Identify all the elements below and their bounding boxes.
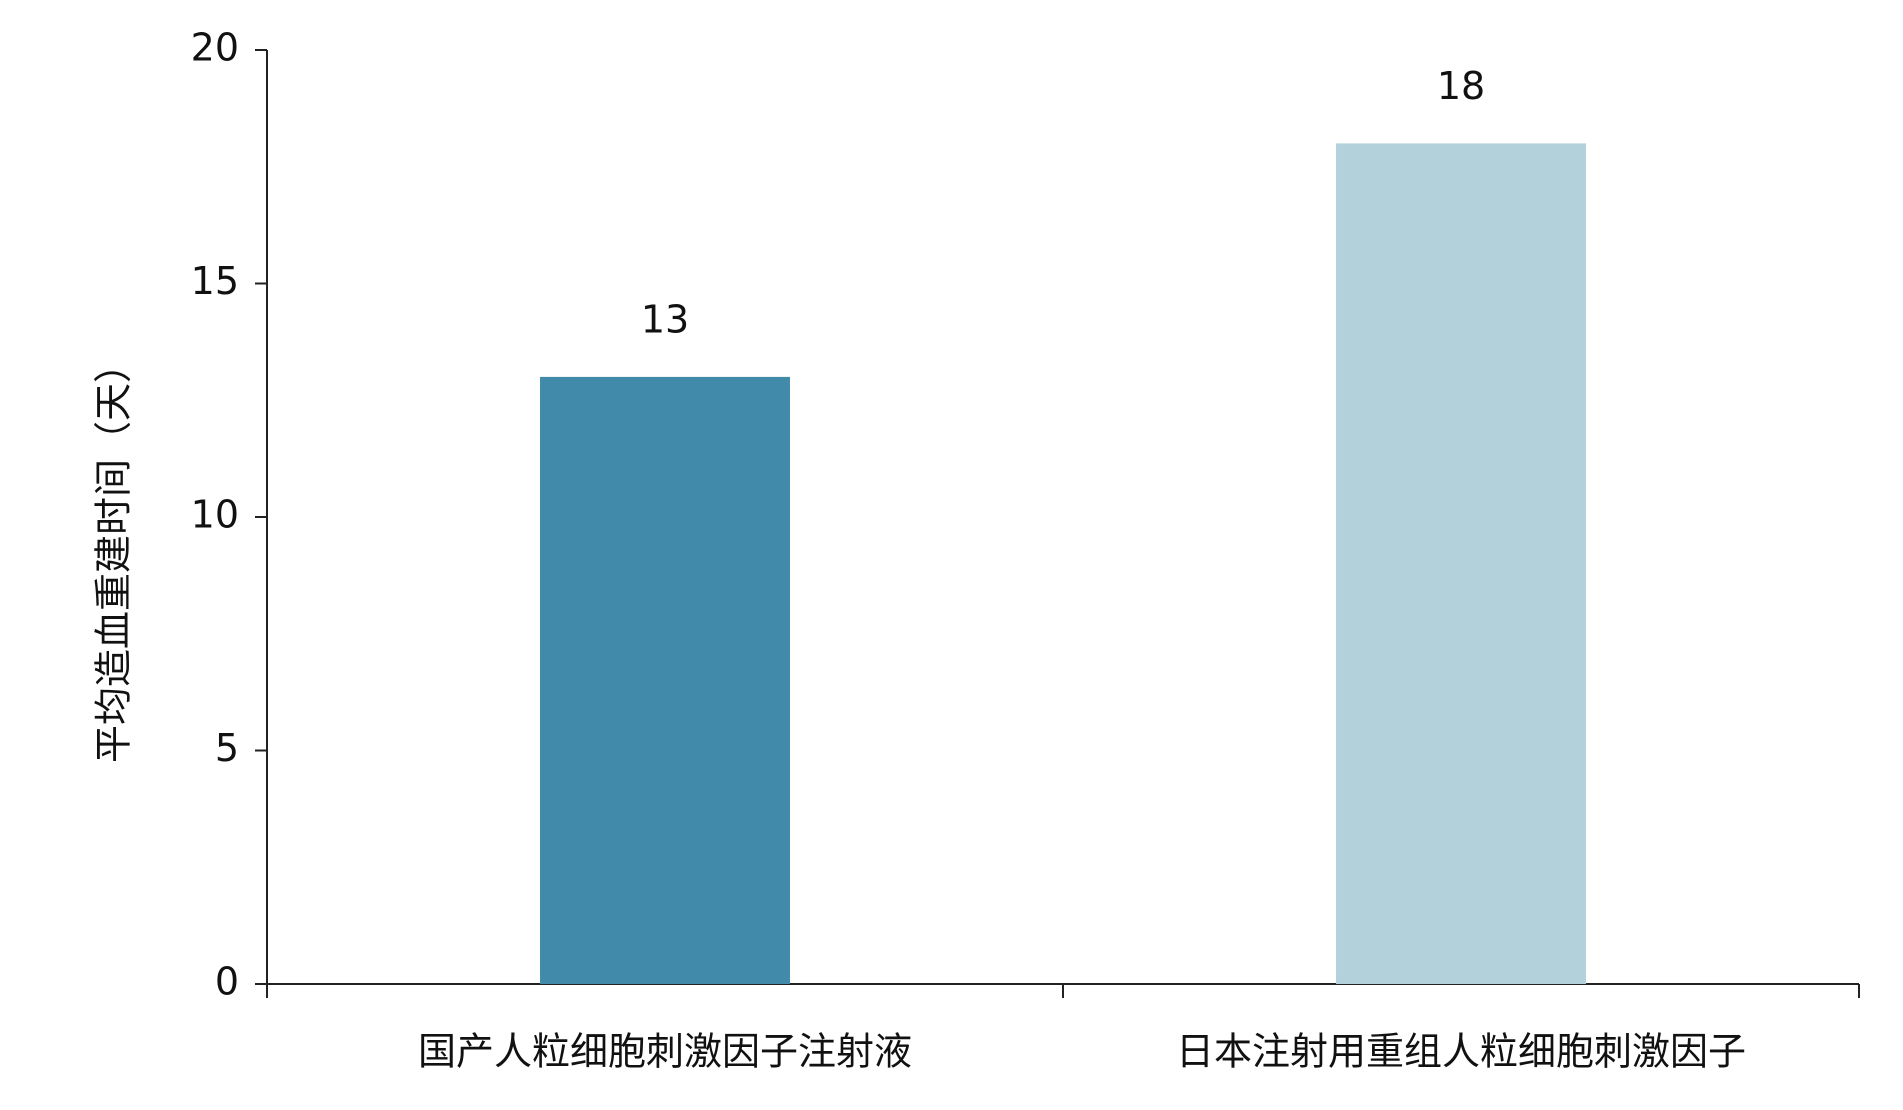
bar	[1336, 143, 1586, 984]
x-tick-label: 日本注射用重组人粒细胞刺激因子	[1176, 1030, 1746, 1074]
y-tick-label: 20	[191, 26, 239, 70]
x-tick-label: 国产人粒细胞刺激因子注射液	[418, 1030, 912, 1074]
y-tick-label: 15	[191, 259, 239, 303]
data-label: 18	[1437, 64, 1485, 108]
y-tick-label: 5	[215, 726, 239, 770]
y-axis-label: 平均造血重建时间（天）	[92, 345, 136, 763]
y-tick-label: 0	[215, 960, 239, 1004]
bar	[540, 376, 790, 984]
data-label: 13	[641, 297, 689, 341]
y-tick-label: 10	[191, 493, 239, 537]
